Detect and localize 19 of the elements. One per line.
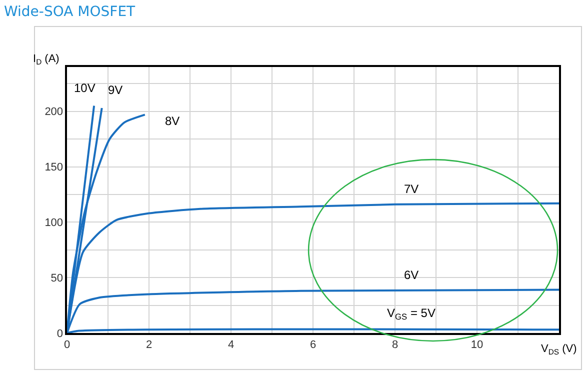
series-label: 10V [74,81,96,95]
x-axis-title: V$_{DS}$ (V) [541,343,577,356]
y-tick-label: 50 [50,272,64,284]
y-tick-label: 100 [44,217,64,230]
series-label: 9V [108,83,123,97]
series-label: 8V [165,114,180,128]
series-label: 6V [404,268,419,282]
x-tick-label: 6 [310,338,316,351]
y-tick-label: 0 [56,328,64,340]
y-axis-title: I$_{D}$ (A) [33,53,60,66]
y-tick-label: 150 [44,162,64,174]
x-tick-label: 4 [228,338,234,351]
series-label: 7V [404,182,419,196]
x-tick-label: 10 [470,338,484,351]
x-tick-label: 2 [146,338,152,351]
x-tick-label: 8 [392,338,398,351]
chart-title: Wide-SOA MOSFET [4,4,136,20]
y-tick-label: 200 [44,106,64,118]
series-label: V$_{GS}$ = 5V [387,306,436,322]
